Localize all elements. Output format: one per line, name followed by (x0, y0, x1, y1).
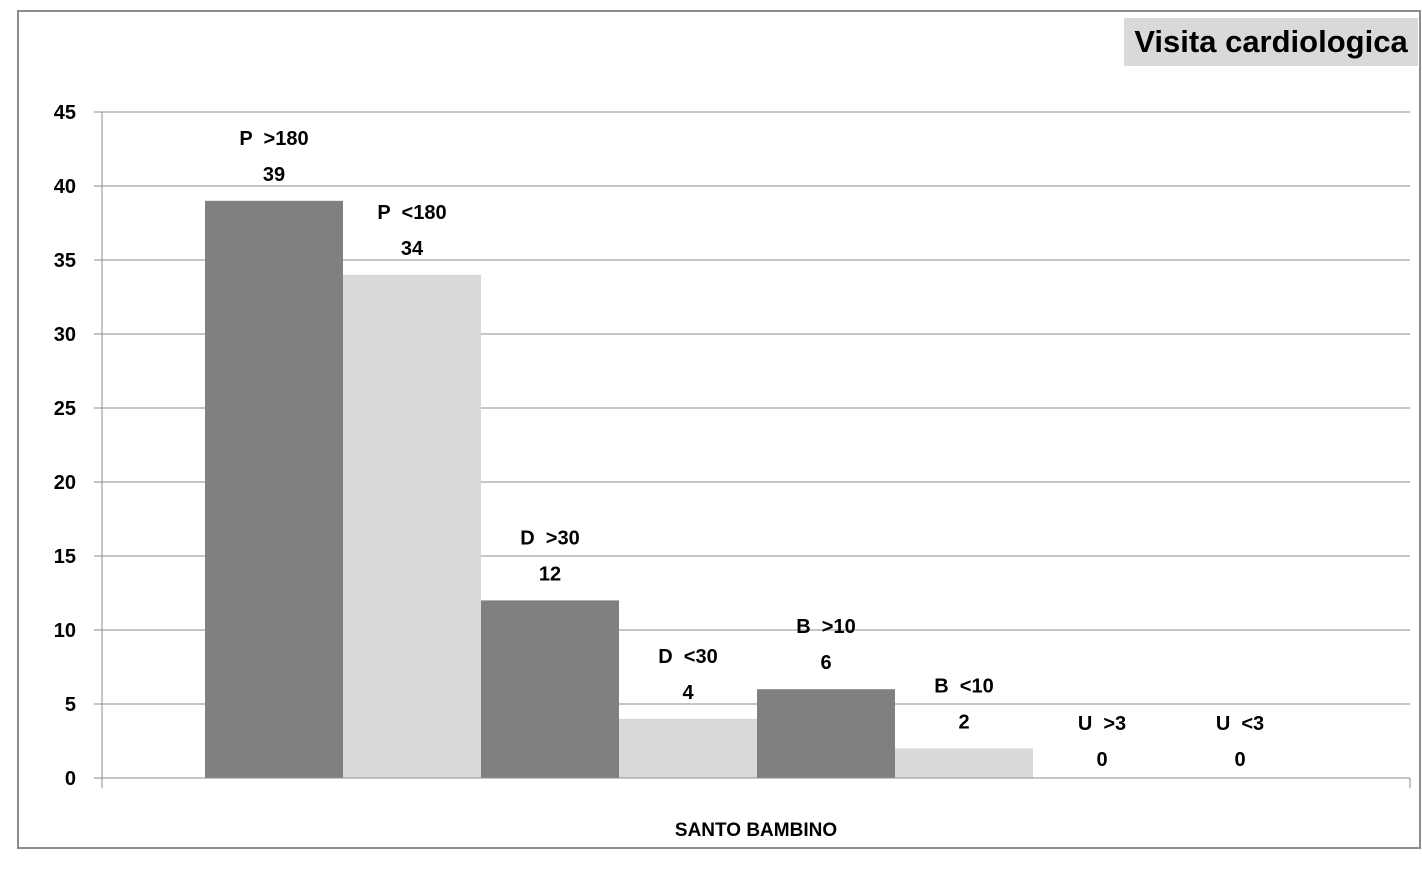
data-label-series-name: B >10 (796, 616, 855, 638)
data-label-value: 6 (820, 652, 831, 674)
data-label-series-name: B <10 (934, 675, 993, 697)
bar (205, 201, 343, 778)
y-tick-label: 10 (54, 620, 76, 642)
y-tick-label: 20 (54, 472, 76, 494)
data-label-series-name: D >30 (520, 527, 579, 549)
data-label-value: 0 (1234, 749, 1245, 771)
bar (619, 719, 757, 778)
data-label-value: 4 (682, 682, 694, 704)
y-tick-label: 45 (54, 102, 76, 124)
y-tick-label: 0 (65, 768, 76, 790)
bar (895, 748, 1033, 778)
data-label-value: 39 (263, 164, 285, 186)
x-category-label: SANTO BAMBINO (675, 820, 837, 841)
bar (757, 689, 895, 778)
data-label-value: 0 (1096, 749, 1107, 771)
data-label-value: 2 (958, 711, 969, 733)
y-tick-label: 35 (54, 250, 76, 272)
y-tick-label: 15 (54, 546, 76, 568)
data-label-series-name: D <30 (658, 646, 717, 668)
data-label-series-name: U <3 (1216, 713, 1264, 735)
data-label-value: 12 (539, 563, 561, 585)
data-label-series-name: P <180 (377, 202, 446, 224)
y-tick-label: 25 (54, 398, 76, 420)
data-label-value: 34 (401, 238, 424, 260)
bar (343, 275, 481, 778)
bar (481, 600, 619, 778)
data-label-series-name: P >180 (239, 128, 308, 150)
y-tick-label: 5 (65, 694, 76, 716)
data-label-series-name: U >3 (1078, 713, 1126, 735)
y-tick-label: 40 (54, 176, 76, 198)
y-tick-label: 30 (54, 324, 76, 346)
